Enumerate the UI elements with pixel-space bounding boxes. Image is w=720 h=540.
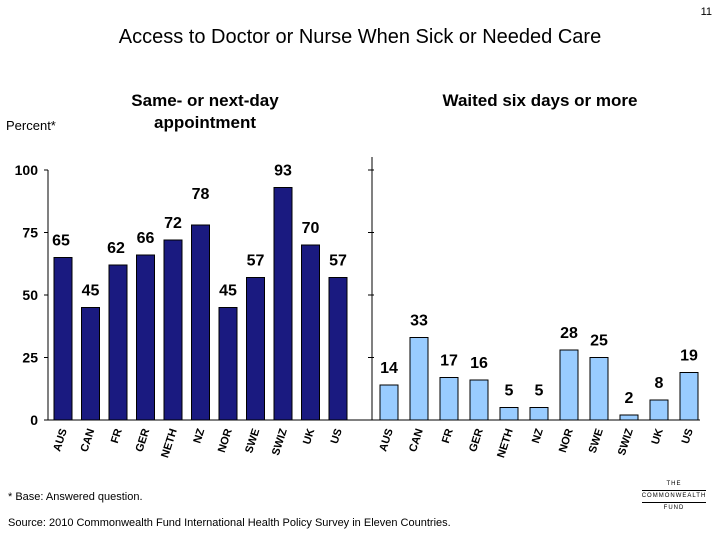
left-panel-title: Same- or next-day appointment	[131, 91, 279, 132]
right-data-label: 14	[380, 360, 398, 377]
right-category-label: NETH	[495, 427, 516, 459]
left-data-label: 45	[82, 283, 100, 300]
y-tick-label: 100	[15, 162, 39, 178]
left-category-label: NZ	[191, 427, 207, 445]
right-panel-title: Waited six days or more	[442, 91, 638, 110]
y-tick-label: 50	[22, 287, 38, 303]
left-bar	[136, 254, 155, 421]
left-category-label: GER	[134, 427, 153, 453]
page-number: 11	[700, 6, 712, 18]
logo-line-3: FUND	[663, 505, 685, 511]
logo-line-2: COMMONWEALTH	[641, 493, 707, 499]
right-data-label: 17	[440, 353, 458, 370]
left-bar	[273, 187, 293, 421]
right-category-label: GER	[467, 427, 486, 453]
right-data-label: 5	[535, 383, 544, 400]
left-category-label: US	[329, 427, 345, 445]
left-data-label: 57	[329, 253, 347, 270]
right-bar	[589, 357, 609, 421]
left-data-label: 70	[302, 220, 320, 237]
y-tick-label: 25	[22, 350, 38, 366]
left-category-label: FR	[109, 427, 125, 445]
right-bar	[439, 377, 459, 421]
right-category-label: CAN	[407, 427, 426, 453]
right-bar	[619, 414, 639, 421]
right-category-label: SWIZ	[616, 427, 636, 457]
left-bar	[246, 277, 265, 421]
left-data-label: 93	[274, 163, 292, 180]
left-bar	[81, 307, 100, 421]
right-data-label: 25	[590, 333, 608, 350]
right-category-label: SWE	[587, 427, 606, 455]
left-category-label: AUS	[51, 427, 70, 453]
left-data-label: 78	[192, 186, 210, 203]
commonwealth-fund-logo: THE COMMONWEALTH FUND	[634, 480, 714, 513]
right-data-label: 33	[410, 313, 428, 330]
right-data-label: 2	[625, 390, 634, 407]
y-tick-label: 0	[30, 412, 38, 428]
chart-title: Access to Doctor or Nurse When Sick or N…	[118, 26, 602, 48]
right-data-label: 8	[655, 375, 664, 392]
left-data-label: 65	[52, 233, 70, 250]
right-bar	[559, 349, 579, 421]
left-bar	[328, 277, 348, 421]
right-category-label: NOR	[557, 427, 576, 454]
left-bar	[108, 264, 128, 421]
right-data-label: 19	[680, 348, 698, 365]
y-tick-label: 75	[22, 225, 38, 241]
left-data-label: 57	[247, 253, 265, 270]
left-category-label: CAN	[79, 427, 98, 453]
left-category-label: NOR	[216, 427, 235, 454]
y-axis-label: Percent*	[6, 118, 56, 133]
right-category-label: FR	[440, 427, 456, 445]
left-data-label: 72	[164, 215, 182, 232]
right-category-label: AUS	[377, 427, 396, 453]
right-category-label: NZ	[530, 427, 546, 445]
right-category-label: US	[680, 427, 696, 445]
left-bar	[53, 257, 73, 421]
left-bar	[191, 224, 210, 421]
footnote: * Base: Answered question.	[8, 491, 143, 503]
right-data-label: 5	[505, 383, 514, 400]
logo-line-1: THE	[666, 481, 682, 487]
right-bar	[529, 407, 549, 421]
left-bar	[218, 307, 238, 421]
left-data-label: 45	[219, 283, 237, 300]
right-data-label: 16	[470, 355, 488, 372]
right-bar	[499, 407, 519, 421]
left-bar	[301, 244, 320, 421]
left-data-label: 66	[137, 230, 155, 247]
right-bar	[409, 337, 429, 421]
right-category-label: UK	[650, 427, 666, 446]
left-data-label: 62	[107, 240, 125, 257]
left-category-label: UK	[301, 427, 317, 446]
right-bar	[649, 399, 669, 421]
right-bar	[679, 372, 699, 421]
source-note: Source: 2010 Commonwealth Fund Internati…	[8, 517, 451, 529]
left-category-label: SWE	[243, 427, 262, 455]
right-data-label: 28	[560, 325, 578, 342]
right-bar	[379, 384, 399, 421]
left-category-label: SWIZ	[270, 427, 290, 457]
left-category-label: NETH	[159, 427, 180, 459]
left-bar	[163, 239, 183, 421]
right-bar	[469, 379, 489, 421]
